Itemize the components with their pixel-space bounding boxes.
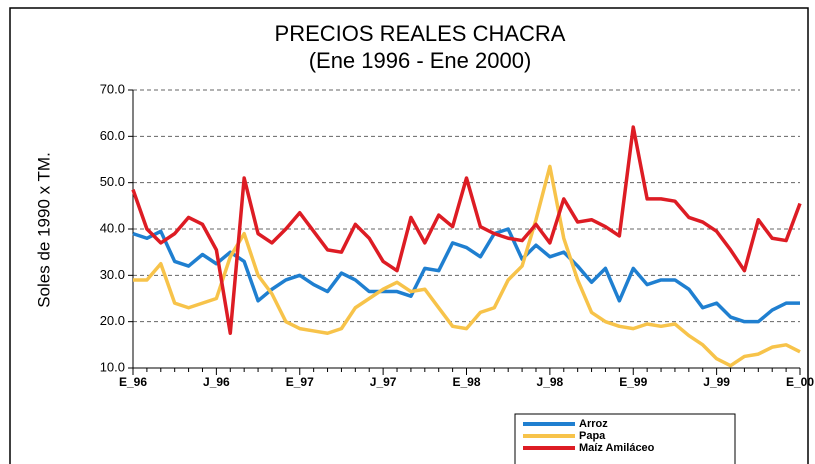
chart-title: PRECIOS REALES CHACRA bbox=[275, 21, 566, 46]
series-line bbox=[133, 164, 801, 368]
frame bbox=[9, 7, 809, 464]
x-tick-label: J_99 bbox=[703, 375, 730, 389]
y-tick-label: 20.0 bbox=[100, 313, 125, 328]
y-tick-label: 30.0 bbox=[100, 267, 125, 282]
chart-subtitle: (Ene 1996 - Ene 2000) bbox=[309, 48, 532, 73]
x-tick-label: E_98 bbox=[452, 375, 480, 389]
x-tick-label: J_96 bbox=[203, 375, 230, 389]
series-line bbox=[131, 125, 802, 335]
y-tick-label: 50.0 bbox=[100, 174, 125, 189]
x-tick-label: E_96 bbox=[119, 375, 147, 389]
y-tick-label: 60.0 bbox=[100, 128, 125, 143]
y-tick-label: 10.0 bbox=[100, 359, 125, 374]
legend-label: Maíz Amiláceo bbox=[579, 442, 655, 454]
x-tick-label: J_97 bbox=[370, 375, 397, 389]
x-tick-label: J_98 bbox=[537, 375, 564, 389]
legend-label: Papa bbox=[579, 430, 606, 442]
x-tick-label: E_97 bbox=[286, 375, 314, 389]
legend-box bbox=[514, 413, 736, 464]
legend-label: Arroz bbox=[579, 418, 608, 430]
x-tick-label: E_99 bbox=[619, 375, 647, 389]
x-tick-label: E_00 bbox=[786, 375, 814, 389]
y-axis-label: Soles de 1990 x TM. bbox=[34, 152, 53, 308]
y-tick-label: 40.0 bbox=[100, 220, 125, 235]
y-tick-label: 70.0 bbox=[100, 81, 125, 96]
series-line bbox=[132, 227, 800, 324]
